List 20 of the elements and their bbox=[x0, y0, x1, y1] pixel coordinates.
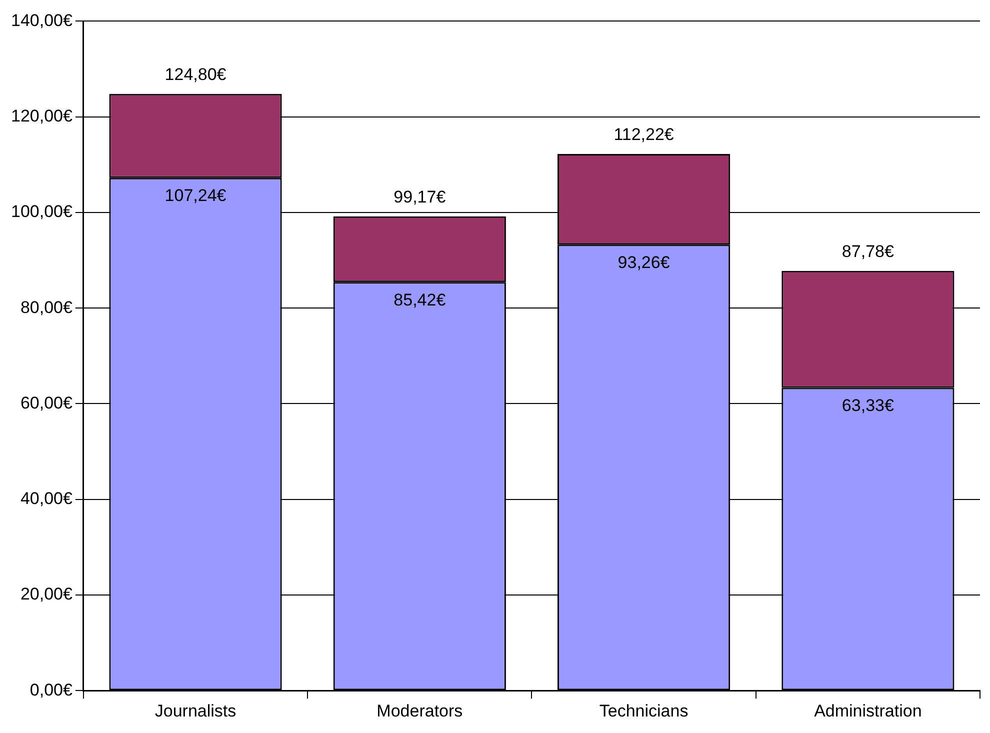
x-tick-label: Journalists bbox=[154, 701, 236, 720]
x-tick-label: Moderators bbox=[376, 701, 463, 720]
y-tick-label: 140,00€ bbox=[11, 10, 73, 30]
data-label: 107,24€ bbox=[164, 186, 227, 206]
total-label: 112,22€ bbox=[614, 125, 674, 144]
total-label: 99,17€ bbox=[394, 188, 446, 207]
y-tick-label: 80,00€ bbox=[20, 298, 73, 317]
y-tick-label: 60,00€ bbox=[20, 393, 73, 412]
y-tick-label: 120,00€ bbox=[11, 106, 73, 126]
y-tick-label: 0,00€ bbox=[30, 680, 73, 700]
data-label: 85,42€ bbox=[394, 290, 446, 310]
total-label: 124,80€ bbox=[164, 65, 227, 84]
data-label: 63,33€ bbox=[842, 396, 894, 415]
y-tick-label: 20,00€ bbox=[20, 584, 73, 604]
x-tick-label: Administration bbox=[814, 701, 922, 720]
y-tick-label: 100,00€ bbox=[11, 202, 73, 222]
data-label: 93,26€ bbox=[618, 252, 670, 272]
x-tick-label: Technicians bbox=[599, 701, 688, 720]
total-label: 87,78€ bbox=[842, 242, 894, 262]
y-tick-label: 40,00€ bbox=[20, 489, 73, 508]
